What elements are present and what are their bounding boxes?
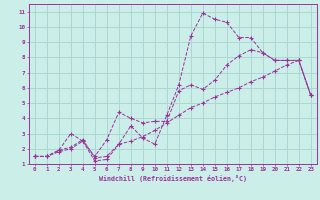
X-axis label: Windchill (Refroidissement éolien,°C): Windchill (Refroidissement éolien,°C) [99,175,247,182]
